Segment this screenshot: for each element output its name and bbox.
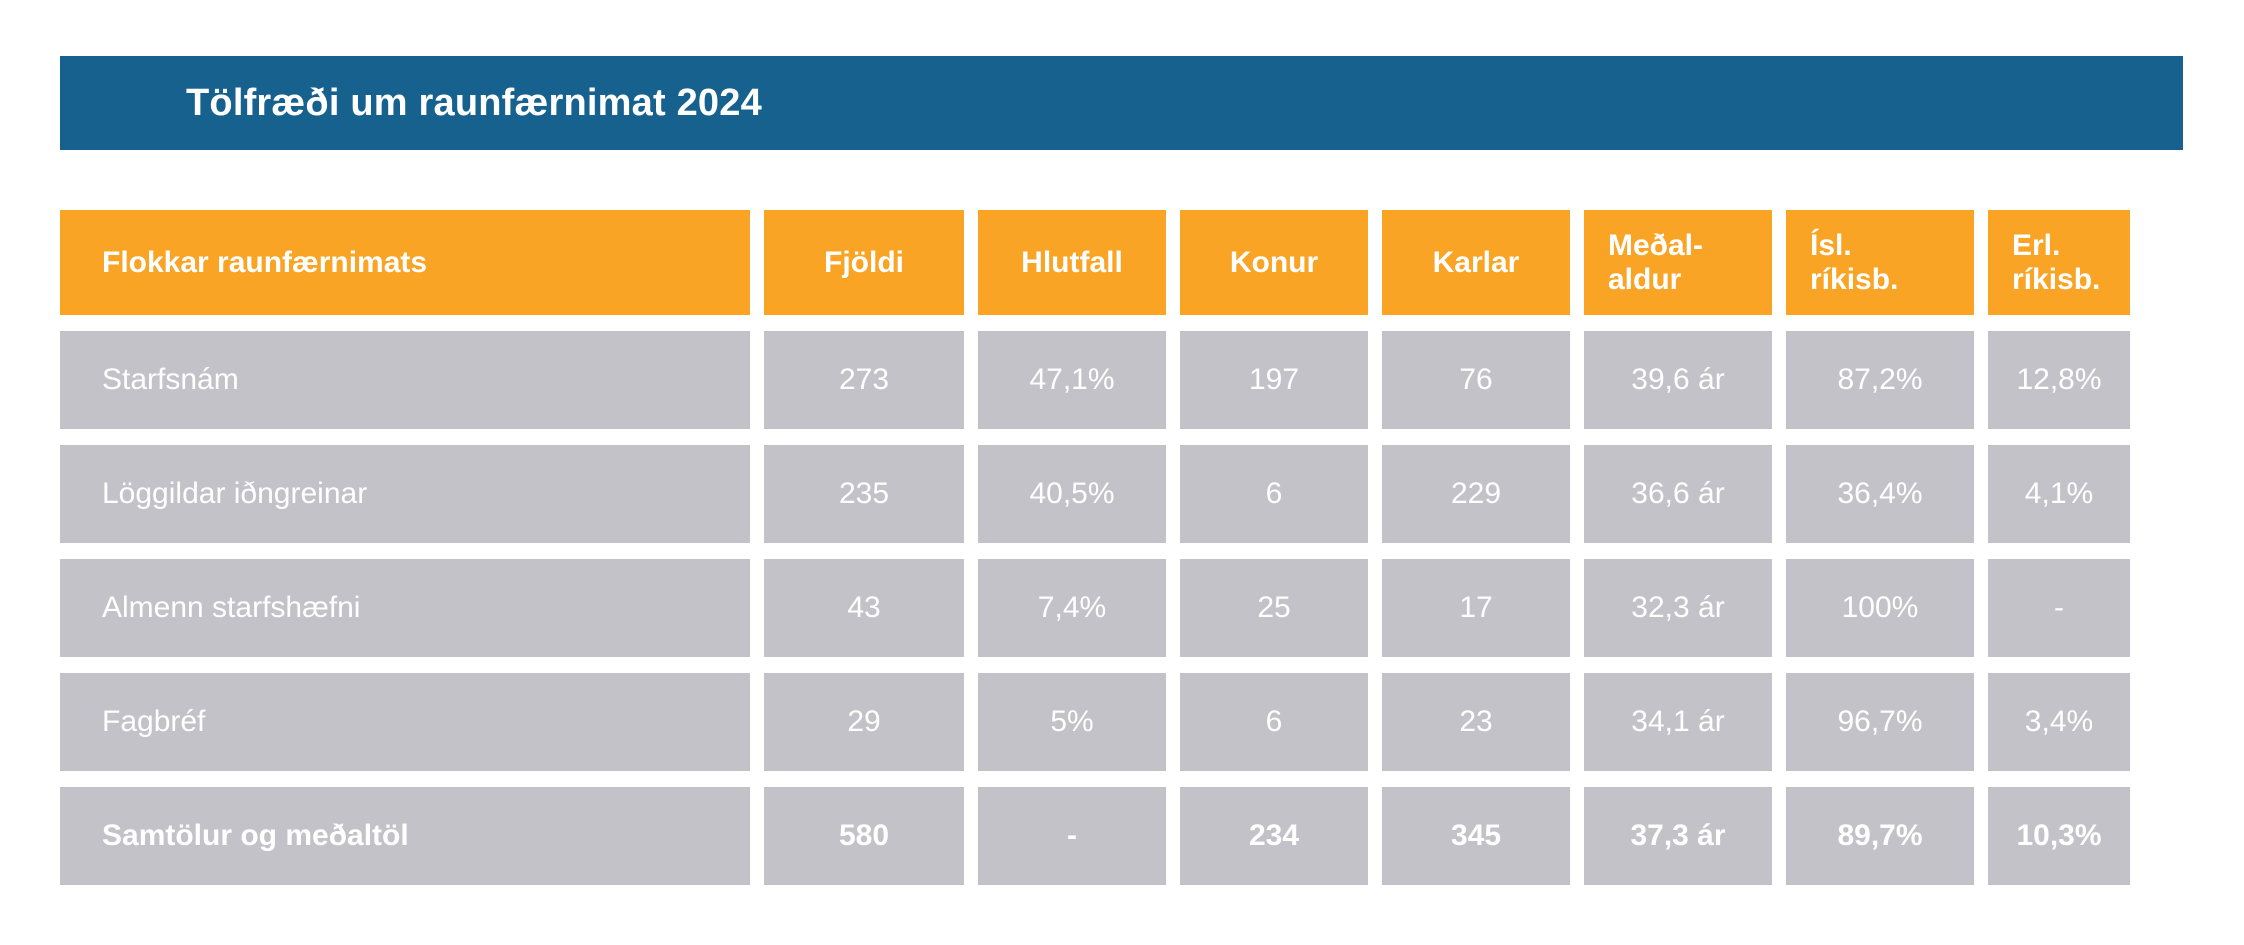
table-cell: - [1988,559,2130,657]
table-cell: 345 [1382,787,1570,885]
table-cell: 40,5% [978,445,1166,543]
table-cell: 3,4% [1988,673,2130,771]
header-line: ríkisb. [1810,262,1899,296]
row-label: Almenn starfshæfni [60,559,750,657]
table-cell: 7,4% [978,559,1166,657]
title-bar: Tölfræði um raunfærnimat 2024 [60,56,2183,150]
header-line: aldur [1608,262,1682,296]
column-header-flokkar: Flokkar raunfærnimats [60,210,750,315]
table-cell: 197 [1180,331,1368,429]
header-line: Ísl. [1810,228,1852,262]
table-cell: 87,2% [1786,331,1974,429]
table-cell: 36,4% [1786,445,1974,543]
table-cell: 25 [1180,559,1368,657]
column-header-fjoldi: Fjöldi [764,210,964,315]
table-cell: 5% [978,673,1166,771]
table-cell: 4,1% [1988,445,2130,543]
row-label: Starfsnám [60,331,750,429]
table-cell: 229 [1382,445,1570,543]
table-cell: 17 [1382,559,1570,657]
table-cell: 234 [1180,787,1368,885]
header-line: Meðal- [1608,228,1704,262]
table-cell: 23 [1382,673,1570,771]
table-cell: 43 [764,559,964,657]
table-cell: 36,6 ár [1584,445,1772,543]
table-cell: 100% [1786,559,1974,657]
table-cell: 96,7% [1786,673,1974,771]
table-cell: 37,3 ár [1584,787,1772,885]
table-cell: 29 [764,673,964,771]
table-cell: 32,3 ár [1584,559,1772,657]
column-header-medalaldur: Meðal- aldur [1584,210,1772,315]
table-cell: 39,6 ár [1584,331,1772,429]
row-label: Löggildar iðngreinar [60,445,750,543]
table-cell: 12,8% [1988,331,2130,429]
column-header-karlar: Karlar [1382,210,1570,315]
table-cell: 580 [764,787,964,885]
header-line: ríkisb. [2012,262,2101,296]
table-cell: 10,3% [1988,787,2130,885]
column-header-erl-rikisb: Erl. ríkisb. [1988,210,2130,315]
table-cell: 6 [1180,673,1368,771]
table-cell: 273 [764,331,964,429]
row-label: Samtölur og meðaltöl [60,787,750,885]
statistics-table: Flokkar raunfærnimats Fjöldi Hlutfall Ko… [60,210,2130,885]
row-label: Fagbréf [60,673,750,771]
column-header-isl-rikisb: Ísl. ríkisb. [1786,210,1974,315]
header-line: Erl. [2012,228,2061,262]
table-cell: - [978,787,1166,885]
table-cell: 6 [1180,445,1368,543]
table-cell: 76 [1382,331,1570,429]
column-header-hlutfall: Hlutfall [978,210,1166,315]
column-header-konur: Konur [1180,210,1368,315]
table-cell: 235 [764,445,964,543]
table-cell: 34,1 ár [1584,673,1772,771]
table-cell: 47,1% [978,331,1166,429]
table-cell: 89,7% [1786,787,1974,885]
page-title: Tölfræði um raunfærnimat 2024 [186,81,762,124]
